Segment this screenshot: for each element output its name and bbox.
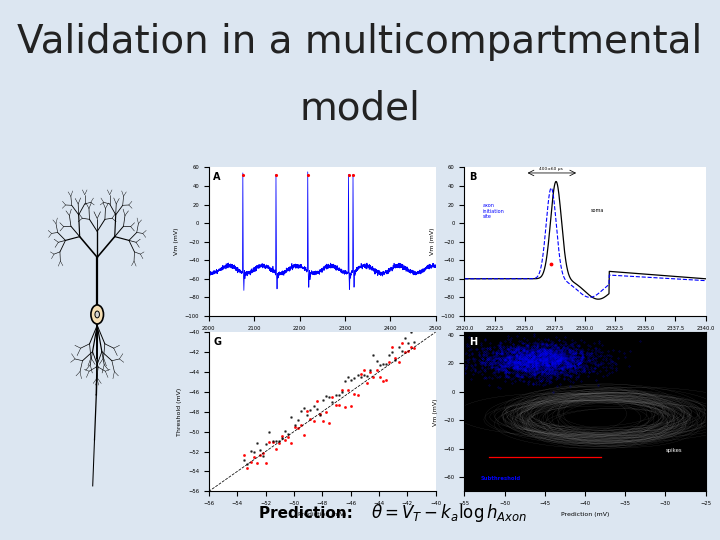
Text: Subthreshold: Subthreshold	[480, 476, 521, 481]
Y-axis label: Vm (mV): Vm (mV)	[430, 228, 435, 255]
X-axis label: Prediction (mV): Prediction (mV)	[298, 512, 346, 517]
Text: $\theta = V_T - k_a \log h_{Axon}$: $\theta = V_T - k_a \log h_{Axon}$	[371, 502, 527, 524]
Text: 400±60 µs: 400±60 µs	[539, 167, 563, 171]
Text: Prediction:: Prediction:	[259, 506, 364, 521]
X-axis label: Time (ms): Time (ms)	[307, 336, 338, 341]
Text: Validation in a multicompartmental: Validation in a multicompartmental	[17, 23, 703, 62]
Text: axon
initiation
site: axon initiation site	[482, 203, 504, 219]
Text: A: A	[213, 172, 221, 182]
Y-axis label: Vm (mV): Vm (mV)	[433, 398, 438, 426]
Y-axis label: Threshold (mV): Threshold (mV)	[177, 388, 182, 436]
Circle shape	[95, 311, 99, 318]
Text: model: model	[300, 90, 420, 128]
Y-axis label: Vm (mV): Vm (mV)	[174, 228, 179, 255]
Text: B: B	[469, 172, 477, 182]
X-axis label: Time (ms): Time (ms)	[570, 336, 600, 341]
Text: H: H	[469, 337, 477, 347]
Text: spikes: spikes	[665, 448, 682, 453]
X-axis label: Prediction (mV): Prediction (mV)	[561, 512, 609, 517]
Text: soma: soma	[591, 208, 604, 213]
Circle shape	[91, 305, 104, 324]
Text: G: G	[213, 337, 221, 347]
